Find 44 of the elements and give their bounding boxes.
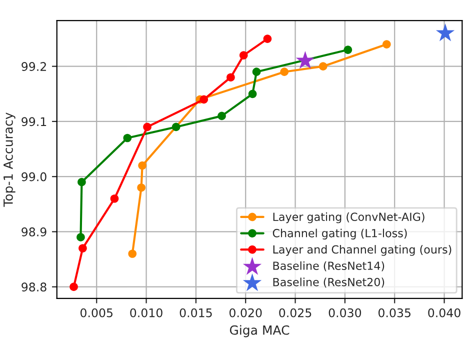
point — [110, 194, 119, 203]
y-tick-label: 98.8 — [22, 282, 46, 292]
x-tick-label: 0.020 — [229, 308, 262, 318]
point — [128, 250, 137, 258]
point — [280, 68, 289, 76]
point — [200, 95, 208, 104]
x-tick-label: 0.035 — [378, 308, 410, 318]
y-tick-label: 98.9 — [22, 227, 46, 236]
point — [123, 134, 132, 142]
legend-label: Layer gating (ConvNet-AIG) — [273, 212, 424, 224]
x-axis-title: Giga MAC — [230, 325, 290, 338]
point — [137, 183, 146, 192]
point — [248, 90, 257, 98]
legend-label: Baseline (ResNet20) — [273, 278, 384, 288]
legend-label: Layer and Channel gating (ours) — [273, 245, 452, 256]
legend-label: Baseline (ResNet14) — [273, 261, 384, 272]
point — [344, 46, 352, 54]
x-tick-label: 0.040 — [428, 308, 460, 318]
y-tick-label: 99.2 — [22, 62, 46, 71]
point — [172, 122, 180, 132]
point — [76, 233, 85, 242]
point — [252, 68, 261, 76]
y-tick-label: 99.0 — [22, 172, 46, 182]
point — [138, 161, 146, 170]
x-tick-label: 0.025 — [279, 308, 312, 318]
point — [382, 40, 391, 48]
y-tick-label: 99.1 — [22, 117, 46, 126]
point — [218, 112, 226, 120]
point — [143, 122, 152, 132]
point — [436, 23, 455, 42]
point — [78, 178, 86, 186]
x-tick-label: 0.005 — [80, 308, 112, 318]
x-tick-label: 0.030 — [328, 308, 362, 318]
point — [70, 282, 78, 291]
point — [226, 73, 235, 82]
legend-label: Channel gating (L1-loss) — [272, 228, 407, 240]
y-axis-title: Top-1 Accuracy — [4, 112, 16, 207]
point — [78, 244, 87, 252]
x-tick-label: 0.010 — [130, 308, 162, 318]
x-tick-label: 0.015 — [180, 308, 212, 318]
point — [318, 62, 328, 70]
point — [263, 34, 272, 43]
point — [296, 51, 315, 69]
point — [239, 51, 248, 60]
